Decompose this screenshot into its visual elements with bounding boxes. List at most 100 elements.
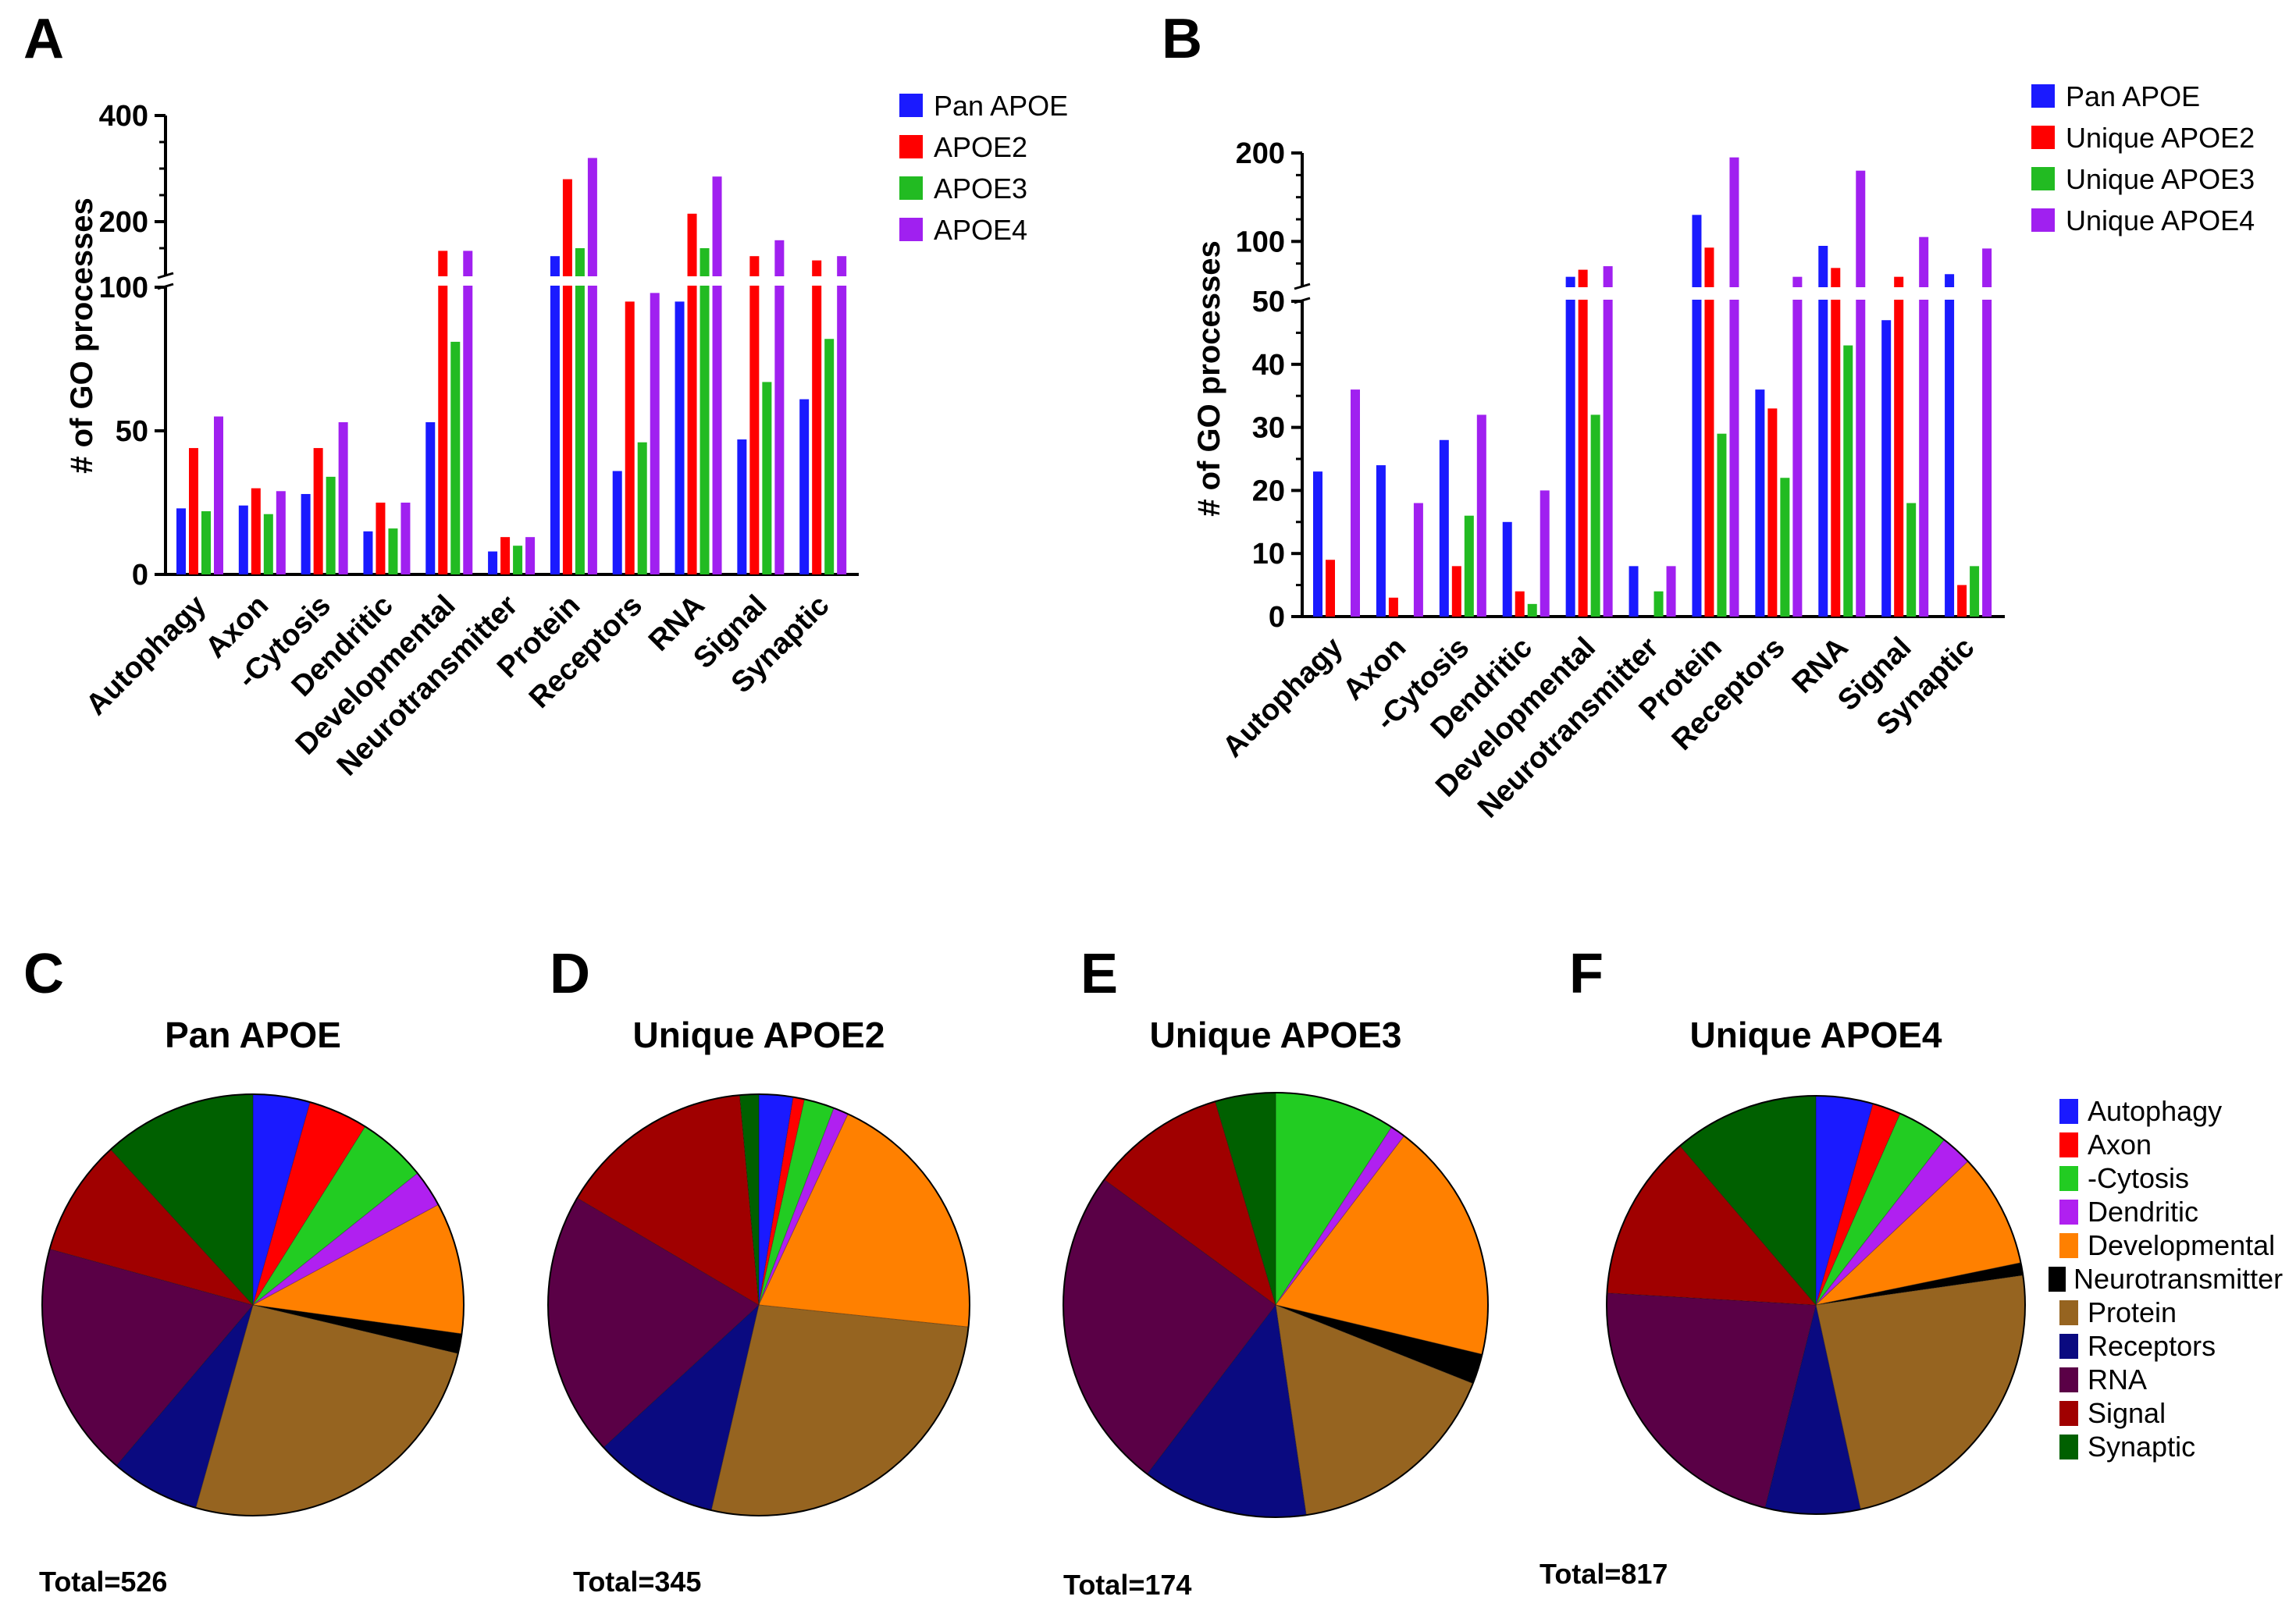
legend-swatch-pan-apoe [2031, 84, 2055, 108]
bar-apoe4-rna [712, 176, 722, 574]
axis-break-mark [157, 272, 174, 279]
pie-legend-swatch-cytosis [2059, 1166, 2078, 1191]
bar-pan-apoe-rna [1818, 246, 1828, 617]
bar-unique-apoe3-dendritic [1527, 603, 1537, 617]
pie-legend-label-autophagy: Autophagy [2088, 1095, 2222, 1127]
bar-unique-apoe2-rna [1831, 268, 1841, 617]
bar-apoe3-synaptic [824, 339, 835, 574]
bar-apoe2-rna [687, 213, 697, 574]
pie-total-label: Total=817 [1540, 1558, 1668, 1590]
bar-apoe4-receptors [650, 293, 660, 574]
bar-unique-apoe4-axon [1413, 503, 1423, 617]
y-tick-label: 40 [1252, 349, 1285, 382]
pie-legend-label-receptors: Receptors [2088, 1330, 2216, 1362]
bar-apoe3-cytosis [326, 476, 336, 574]
pie-total-label: Total=174 [1063, 1569, 1191, 1601]
bar-pan-apoe-neurotransmitter [1629, 566, 1639, 617]
bar-pan-apoe-autophagy [176, 508, 186, 574]
bar-unique-apoe4-dendritic [1540, 490, 1550, 617]
bar-pan-apoe-receptors [1755, 389, 1765, 617]
bar-unique-apoe2-developmental [1578, 269, 1588, 617]
bar-apoe3-protein [575, 248, 585, 574]
bar-unique-apoe3-protein [1717, 433, 1727, 617]
bar-unique-apoe2-signal [1894, 276, 1904, 617]
legend-label-unique-apoe2: Unique APOE2 [2066, 122, 2255, 154]
pie-legend-swatch-developmental [2059, 1233, 2078, 1258]
y-tick-label: 100 [1236, 226, 1285, 258]
y-tick-label: 50 [1252, 286, 1285, 318]
bar-pan-apoe-dendritic [363, 531, 373, 574]
bar-unique-apoe3-signal [1906, 503, 1917, 617]
bar-apoe2-neurotransmitter [500, 537, 511, 574]
pie-title: Unique APOE3 [1150, 1015, 1402, 1055]
pie-legend-swatch-signal [2059, 1401, 2078, 1426]
panel-a-bar-chart: A # of GO processes 0 50 100 200 400 Autophagy A… [23, 8, 1068, 782]
bar-pan-apoe-signal [1881, 320, 1892, 617]
bar-apoe4-signal [774, 240, 785, 574]
y-tick-label: 100 [99, 272, 148, 304]
x-tick-label-autophagy: Autophagy [1216, 631, 1349, 764]
pie-legend-swatch-receptors [2059, 1334, 2078, 1359]
bar-apoe2-synaptic [812, 260, 822, 574]
bar-apoe2-cytosis [313, 448, 323, 574]
legend-swatch-pan-apoe [899, 94, 923, 117]
axis-break-mark [1294, 283, 1311, 290]
pie-legend-label-synaptic: Synaptic [2088, 1431, 2195, 1463]
bar-pan-apoe-receptors [612, 471, 622, 574]
bar-unique-apoe4-receptors [1792, 276, 1803, 617]
pie-legend-label-neurotransmitter: Neurotransmitter [2074, 1263, 2283, 1295]
bar-unique-apoe4-synaptic [1982, 248, 1992, 617]
bar-unique-apoe4-cytosis [1476, 414, 1486, 617]
y-tick-label: 50 [116, 415, 148, 448]
bar-unique-apoe2-receptors [1767, 408, 1778, 617]
bar-unique-apoe4-developmental [1603, 266, 1613, 617]
bar-pan-apoe-synaptic [799, 399, 810, 574]
legend-swatch-apoe3 [899, 176, 923, 200]
pie-legend-swatch-autophagy [2059, 1099, 2078, 1124]
legend-swatch-unique-apoe4 [2031, 208, 2055, 232]
bar-apoe3-rna [699, 248, 710, 574]
axis-break-mark [157, 283, 174, 290]
y-tick-label: 10 [1252, 538, 1285, 571]
bar-apoe2-axon [251, 488, 261, 574]
y-tick-label: 400 [99, 100, 148, 133]
bar-unique-apoe2-protein [1704, 247, 1714, 617]
legend-label-pan-apoe: Pan APOE [934, 90, 1068, 122]
legend-swatch-apoe4 [899, 218, 923, 241]
bar-apoe3-receptors [637, 442, 647, 574]
bar-pan-apoe-axon [238, 505, 248, 574]
bar-unique-apoe4-neurotransmitter [1666, 566, 1676, 617]
pie-legend-swatch-rna [2059, 1367, 2078, 1392]
bar-apoe2-developmental [438, 251, 448, 574]
bar-apoe2-autophagy [189, 448, 198, 574]
pie-legend-swatch-axon [2059, 1132, 2078, 1157]
pie-legend-label-rna: RNA [2088, 1363, 2147, 1395]
bar-unique-apoe4-rna [1856, 170, 1866, 617]
bar-apoe2-receptors [625, 301, 635, 574]
pie-total-label: Total=526 [39, 1566, 167, 1598]
legend-label-pan-apoe: Pan APOE [2066, 80, 2200, 112]
bar-pan-apoe-protein [1692, 215, 1702, 617]
bar-pan-apoe-cytosis [301, 493, 311, 574]
axis-break-gap [168, 276, 861, 286]
bar-apoe3-signal [762, 382, 772, 574]
panel-label-a: A [23, 8, 64, 70]
legend-swatch-apoe2 [899, 135, 923, 158]
pie-legend-label-dendritic: Dendritic [2088, 1196, 2198, 1228]
pie-title: Unique APOE2 [633, 1015, 885, 1055]
bar-pan-apoe-dendritic [1502, 521, 1512, 617]
bar-pan-apoe-axon [1376, 465, 1386, 617]
bar-unique-apoe2-synaptic [1957, 585, 1967, 617]
bar-apoe4-protein [587, 158, 597, 574]
panel-c-pie-chart: C Pan APOE Total=526 [23, 943, 465, 1598]
pie-legend-label-cytosis: -Cytosis [2088, 1162, 2189, 1194]
pie-legend-label-axon: Axon [2088, 1129, 2152, 1161]
pie-outline [1063, 1092, 1489, 1518]
pie-legend: AutophagyAxon-CytosisDendriticDevelopmen… [2049, 1095, 2283, 1463]
panel-b-bar-chart: B # of GO processes 0 10 20 30 40 50 100 200 Autop… [1162, 8, 2255, 824]
pie-title: Pan APOE [165, 1015, 341, 1055]
panel-label-e: E [1080, 943, 1118, 1005]
bar-unique-apoe3-developmental [1590, 414, 1600, 617]
bar-unique-apoe3-synaptic [1970, 566, 1980, 617]
